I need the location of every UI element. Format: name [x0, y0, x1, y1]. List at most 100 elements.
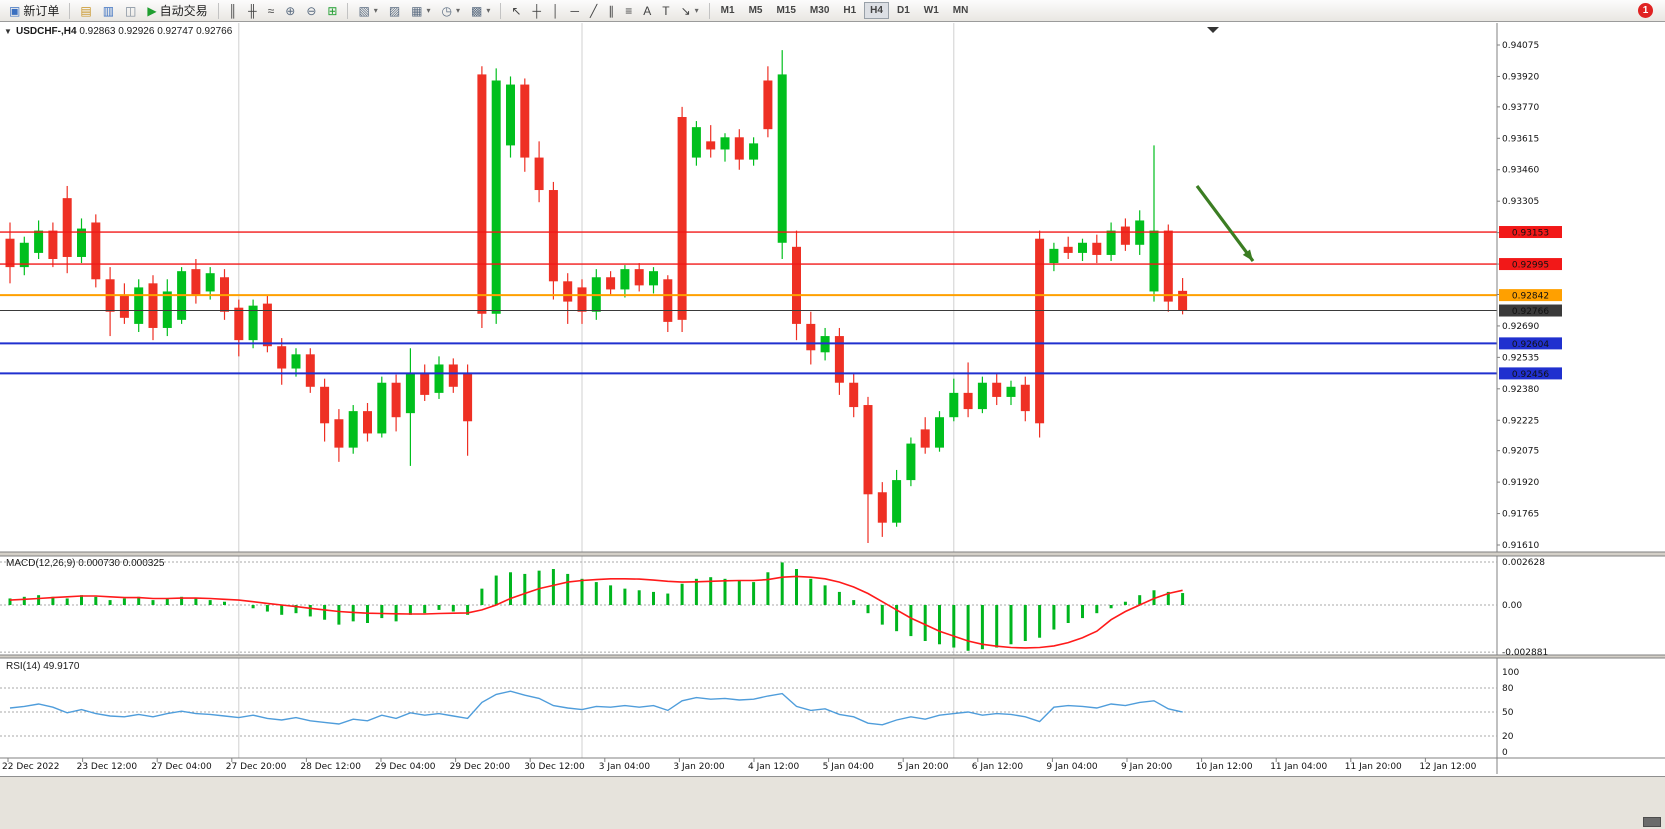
market-watch-button[interactable]: ▥ — [98, 1, 119, 21]
horizontal-line-button[interactable]: ─ — [565, 1, 584, 21]
svg-text:23 Dec 12:00: 23 Dec 12:00 — [77, 762, 138, 772]
svg-text:-0.002881: -0.002881 — [1502, 648, 1548, 658]
svg-text:0.92225: 0.92225 — [1502, 416, 1539, 426]
svg-text:0.93460: 0.93460 — [1502, 166, 1539, 176]
svg-text:0.92766: 0.92766 — [1512, 307, 1549, 317]
svg-text:0: 0 — [1502, 748, 1508, 758]
toolbar-separator — [347, 2, 349, 19]
cursor-icon: ↖ — [511, 3, 522, 18]
svg-text:0.92995: 0.92995 — [1512, 261, 1549, 271]
rsi-line — [9, 690, 1183, 726]
trendline-icon: ╱ — [589, 3, 598, 18]
text-label-button[interactable]: T — [657, 1, 674, 21]
templates-button[interactable]: ▩ ▾ — [466, 1, 495, 21]
bottom-scrollbar-strip[interactable] — [0, 776, 1665, 829]
svg-text:0.92842: 0.92842 — [1512, 292, 1549, 302]
indicators-button[interactable]: ▧ ▾ — [353, 1, 382, 21]
bar-chart-icon: ║ — [228, 3, 238, 18]
symbol-period-label: USDCHF-,H4 — [16, 26, 77, 37]
new-order-label: 新订单 — [23, 4, 60, 18]
arrows-icon: ↘ — [680, 3, 691, 18]
autotrading-button[interactable]: ▶ 自动交易 — [142, 1, 212, 21]
timeframe-button-h1[interactable]: H1 — [837, 2, 862, 19]
timeframe-button-mn[interactable]: MN — [947, 2, 975, 19]
candlestick-icon: ╫ — [248, 3, 257, 18]
svg-text:3 Jan 20:00: 3 Jan 20:00 — [673, 762, 725, 772]
toolbar-separator — [69, 2, 71, 19]
chart-canvas[interactable]: 0.94075 0.93920 0.93770 0.93615 0.93460 0.933… — [0, 23, 1665, 775]
svg-text:50: 50 — [1502, 708, 1514, 718]
svg-text:0.92690: 0.92690 — [1502, 322, 1539, 332]
macd-signal-line — [9, 575, 1183, 649]
svg-text:0.92456: 0.92456 — [1512, 370, 1549, 380]
chart-title: USDCHF-,H4 0.92863 0.92926 0.92747 0.927… — [16, 26, 232, 37]
crosshair-button[interactable]: ┼ — [527, 1, 546, 21]
timeframe-button-m30[interactable]: M30 — [804, 2, 835, 19]
resize-grip[interactable] — [1643, 817, 1661, 827]
svg-text:0.93305: 0.93305 — [1502, 197, 1539, 207]
period-button[interactable]: ◷ ▾ — [437, 1, 466, 21]
text-button[interactable]: A — [638, 1, 656, 21]
macd-values: 0.000730 0.000325 — [78, 558, 165, 569]
svg-text:0.91765: 0.91765 — [1502, 510, 1539, 520]
channel-icon: ∥ — [608, 3, 615, 18]
toolbar-separator — [500, 2, 502, 19]
svg-text:28 Dec 12:00: 28 Dec 12:00 — [300, 762, 361, 772]
vertical-line-icon: │ — [551, 3, 560, 18]
trend-arrow — [1195, 185, 1255, 262]
svg-text:11 Jan 20:00: 11 Jan 20:00 — [1345, 762, 1402, 772]
timeframe-button-d1[interactable]: D1 — [891, 2, 916, 19]
line-chart-button[interactable]: ≈ — [263, 1, 280, 21]
svg-text:9 Jan 20:00: 9 Jan 20:00 — [1121, 762, 1173, 772]
svg-text:3 Jan 04:00: 3 Jan 04:00 — [599, 762, 651, 772]
arrows-button[interactable]: ↘ ▾ — [676, 1, 704, 21]
timeframe-group: M1 M5 M15 M30 H1 H4 D1 W1 MN — [715, 2, 975, 19]
chart-collapse-icon[interactable]: ▼ — [4, 27, 12, 36]
zoom-in-icon: ⊕ — [285, 3, 296, 18]
fibonacci-icon: ≡ — [625, 3, 633, 18]
svg-text:0.002628: 0.002628 — [1502, 558, 1545, 568]
timeframe-button-m5[interactable]: M5 — [743, 2, 769, 19]
bar-chart-button[interactable]: ║ — [224, 1, 243, 21]
svg-text:27 Dec 20:00: 27 Dec 20:00 — [226, 762, 287, 772]
templates-icon: ▩ — [471, 3, 483, 18]
zoom-in-button[interactable]: ⊕ — [280, 1, 300, 21]
ohlc-values: 0.92863 0.92926 0.92747 0.92766 — [79, 26, 233, 37]
svg-text:11 Jan 04:00: 11 Jan 04:00 — [1270, 762, 1327, 772]
crosshair-icon: ┼ — [532, 3, 541, 18]
vertical-line-button[interactable]: │ — [547, 1, 565, 21]
timeframe-button-m1[interactable]: M1 — [715, 2, 741, 19]
cursor-button[interactable]: ↖ — [506, 1, 526, 21]
notification-badge[interactable]: 1 — [1638, 3, 1653, 18]
channel-button[interactable]: ∥ — [603, 1, 619, 21]
timeframe-button-h4[interactable]: H4 — [864, 2, 889, 19]
new-order-button[interactable]: ▣ 新订单 — [4, 1, 64, 21]
chevron-down-icon: ▾ — [456, 6, 461, 15]
chevron-down-icon: ▾ — [426, 6, 431, 15]
objects-list-button[interactable]: ▨ — [384, 1, 405, 21]
line-chart-icon: ≈ — [267, 3, 275, 18]
new-chart-button[interactable]: ▦ ▾ — [406, 1, 435, 21]
chevron-down-icon: ▾ — [373, 6, 378, 15]
history-center-button[interactable]: ▤ — [75, 1, 96, 21]
toolbar: ▣ 新订单 ▤ ▥ ◫ ▶ 自动交易 ║ ╫ ≈ ⊕ ⊖ ⊞ ▧ ▾ ▨ ▦ ▾ ◷… — [0, 0, 1665, 22]
tile-windows-button[interactable]: ⊞ — [322, 1, 342, 21]
navigator-button[interactable]: ◫ — [120, 1, 141, 21]
svg-text:0.93153: 0.93153 — [1512, 229, 1549, 239]
candles — [5, 50, 1188, 543]
svg-text:22 Dec 2022: 22 Dec 2022 — [2, 762, 60, 772]
rsi-value: 49.9170 — [43, 661, 80, 672]
svg-text:27 Dec 04:00: 27 Dec 04:00 — [151, 762, 212, 772]
timeframe-button-w1[interactable]: W1 — [918, 2, 945, 19]
chart-area: 0.94075 0.93920 0.93770 0.93615 0.93460 0.933… — [0, 23, 1665, 775]
timeframe-button-m15[interactable]: M15 — [770, 2, 801, 19]
svg-text:12 Jan 12:00: 12 Jan 12:00 — [1419, 762, 1476, 772]
trendline-button[interactable]: ╱ — [585, 1, 602, 21]
macd-label: MACD(12,26,9) — [6, 558, 76, 569]
market-watch-icon: ▥ — [102, 3, 115, 18]
fibonacci-button[interactable]: ≡ — [620, 1, 637, 21]
candlestick-chart-button[interactable]: ╫ — [243, 1, 262, 21]
zoom-out-button[interactable]: ⊖ — [301, 1, 321, 21]
svg-text:30 Dec 12:00: 30 Dec 12:00 — [524, 762, 585, 772]
